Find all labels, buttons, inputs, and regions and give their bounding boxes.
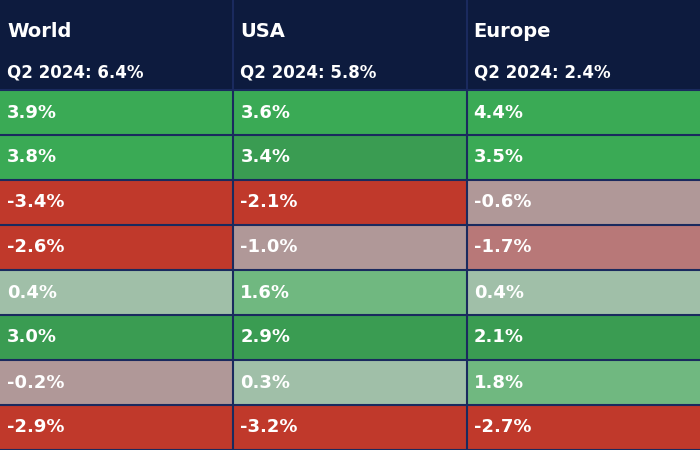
Bar — [233, 270, 467, 315]
Text: 4.4%: 4.4% — [474, 104, 524, 122]
Text: 3.6%: 3.6% — [240, 104, 290, 122]
Bar — [0, 360, 233, 405]
Bar — [467, 180, 700, 225]
Text: -1.7%: -1.7% — [474, 238, 531, 256]
Text: 2.1%: 2.1% — [474, 328, 524, 346]
Text: 2.9%: 2.9% — [240, 328, 290, 346]
Text: 3.4%: 3.4% — [240, 148, 290, 166]
Bar — [0, 225, 233, 270]
Text: World: World — [7, 22, 71, 41]
Bar — [467, 270, 700, 315]
Text: -2.9%: -2.9% — [7, 418, 64, 436]
Text: 0.4%: 0.4% — [7, 284, 57, 302]
Bar — [0, 270, 233, 315]
Bar — [467, 90, 700, 135]
Bar — [467, 225, 700, 270]
Text: Europe: Europe — [474, 22, 551, 41]
Text: 3.9%: 3.9% — [7, 104, 57, 122]
Text: -0.2%: -0.2% — [7, 374, 64, 392]
Text: -0.6%: -0.6% — [474, 194, 531, 212]
Text: -1.0%: -1.0% — [240, 238, 298, 256]
Text: 1.6%: 1.6% — [240, 284, 290, 302]
Bar — [0, 135, 233, 180]
Bar — [467, 405, 700, 450]
Text: 3.5%: 3.5% — [474, 148, 524, 166]
Bar — [233, 225, 467, 270]
Text: 0.4%: 0.4% — [474, 284, 524, 302]
Bar — [467, 135, 700, 180]
Text: USA: USA — [240, 22, 285, 41]
Bar — [0, 180, 233, 225]
Bar — [233, 405, 467, 450]
Bar — [233, 360, 467, 405]
Bar — [233, 90, 467, 135]
Bar — [467, 360, 700, 405]
Text: 3.0%: 3.0% — [7, 328, 57, 346]
Text: -2.7%: -2.7% — [474, 418, 531, 436]
Text: Q2 2024: 6.4%: Q2 2024: 6.4% — [7, 63, 143, 81]
Text: -3.4%: -3.4% — [7, 194, 64, 212]
Text: -2.6%: -2.6% — [7, 238, 64, 256]
Text: 1.8%: 1.8% — [474, 374, 524, 392]
Text: 0.3%: 0.3% — [240, 374, 290, 392]
Text: -3.2%: -3.2% — [240, 418, 298, 436]
Text: 3.8%: 3.8% — [7, 148, 57, 166]
Bar — [0, 405, 233, 450]
Bar — [233, 315, 467, 360]
Bar — [0, 90, 233, 135]
Bar — [0, 315, 233, 360]
Text: Q2 2024: 2.4%: Q2 2024: 2.4% — [474, 63, 610, 81]
Text: Q2 2024: 5.8%: Q2 2024: 5.8% — [240, 63, 377, 81]
Bar — [233, 180, 467, 225]
Bar — [467, 315, 700, 360]
Text: -2.1%: -2.1% — [240, 194, 298, 212]
Bar — [233, 135, 467, 180]
